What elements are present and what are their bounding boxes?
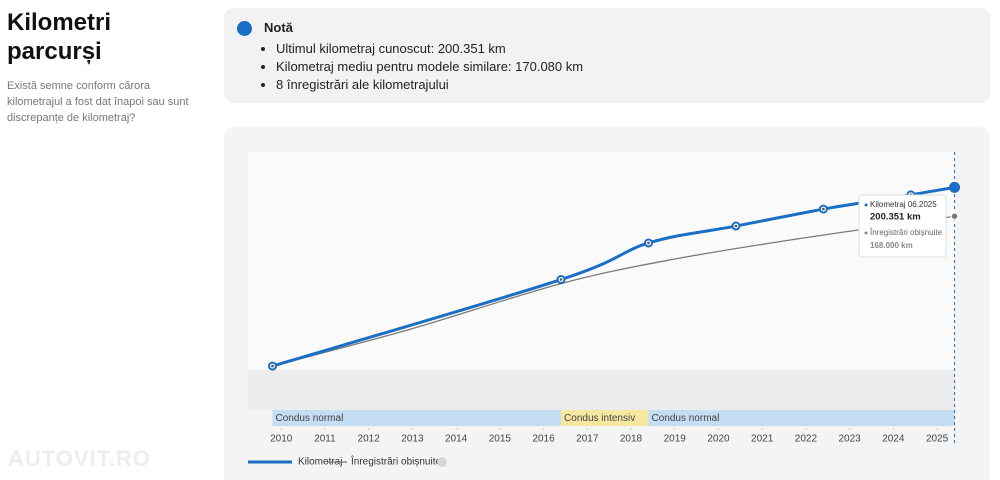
tooltip-dot: [864, 203, 868, 207]
data-point: [949, 181, 961, 193]
x-tick-label: 2014: [445, 434, 468, 445]
band-label: Condus normal: [275, 413, 343, 424]
legend-label: Înregistrări obișnuite: [350, 455, 441, 468]
point-dot: [734, 224, 738, 228]
tooltip-title: Kilometraj 06.2025: [870, 200, 937, 209]
point-dot: [271, 364, 274, 368]
description: Există semne conform cărora kilometrajul…: [7, 80, 189, 124]
sidebar: Kilometri parcurși Există semne conform …: [7, 8, 202, 126]
plot-area: [248, 152, 955, 370]
info-icon: [237, 21, 252, 36]
page-title: Kilometri parcurși: [7, 9, 112, 65]
x-tick-label: 2016: [532, 434, 555, 445]
x-tick-label: 2020: [707, 434, 730, 445]
point-dot: [822, 207, 825, 211]
x-tick-label: 2013: [401, 434, 424, 445]
x-tick-label: 2022: [795, 434, 818, 445]
x-tick-label: 2012: [358, 434, 381, 445]
watermark: AUTOVIT.RO: [8, 446, 151, 471]
tooltip-second: 168.000 km: [870, 241, 913, 250]
note-item: 8 înregistrări ale kilometrajului: [276, 76, 583, 94]
driving-band: [561, 410, 649, 426]
band-label: Condus intensiv: [564, 413, 635, 424]
note-box: Notă Ultimul kilometraj cunoscut: 200.35…: [224, 8, 990, 103]
tooltip-dot: [864, 231, 868, 235]
tooltip: Kilometraj 06.2025 200.351 km Înregistrări…: [858, 194, 947, 258]
driving-band: [272, 410, 562, 426]
note-list: Ultimul kilometraj cunoscut: 200.351 km …: [258, 40, 583, 94]
x-tick-label: 2025: [926, 434, 949, 445]
help-icon: [437, 457, 447, 467]
driving-band: [648, 410, 955, 426]
x-tick-label: 2011: [314, 434, 336, 445]
x-tick-label: 2019: [664, 434, 687, 445]
baseline-zone: [248, 370, 955, 410]
note-item: Ultimul kilometraj cunoscut: 200.351 km: [276, 40, 583, 58]
x-tick-label: 2015: [489, 434, 512, 445]
x-tick-label: 2021: [751, 434, 774, 445]
tooltip-value: 200.351 km: [870, 212, 921, 223]
data-point: [950, 211, 959, 221]
x-tick-label: 2024: [882, 434, 905, 445]
point-dot: [647, 241, 650, 245]
tooltip-box: [858, 194, 947, 258]
point-dot: [559, 278, 563, 281]
note-title: Notă: [264, 20, 293, 35]
x-tick-label: 2018: [620, 434, 643, 445]
tooltip-series: Înregistrări obișnuite: [869, 228, 943, 237]
legend-label: Kilometraj: [298, 457, 342, 468]
band-label: Condus normal: [652, 413, 720, 424]
x-tick-label: 2010: [270, 434, 293, 445]
series-line: [272, 215, 955, 367]
x-tick-label: 2023: [839, 434, 862, 445]
note-item: Kilometraj mediu pentru modele similare:…: [276, 58, 583, 76]
x-tick-label: 2017: [576, 434, 599, 445]
